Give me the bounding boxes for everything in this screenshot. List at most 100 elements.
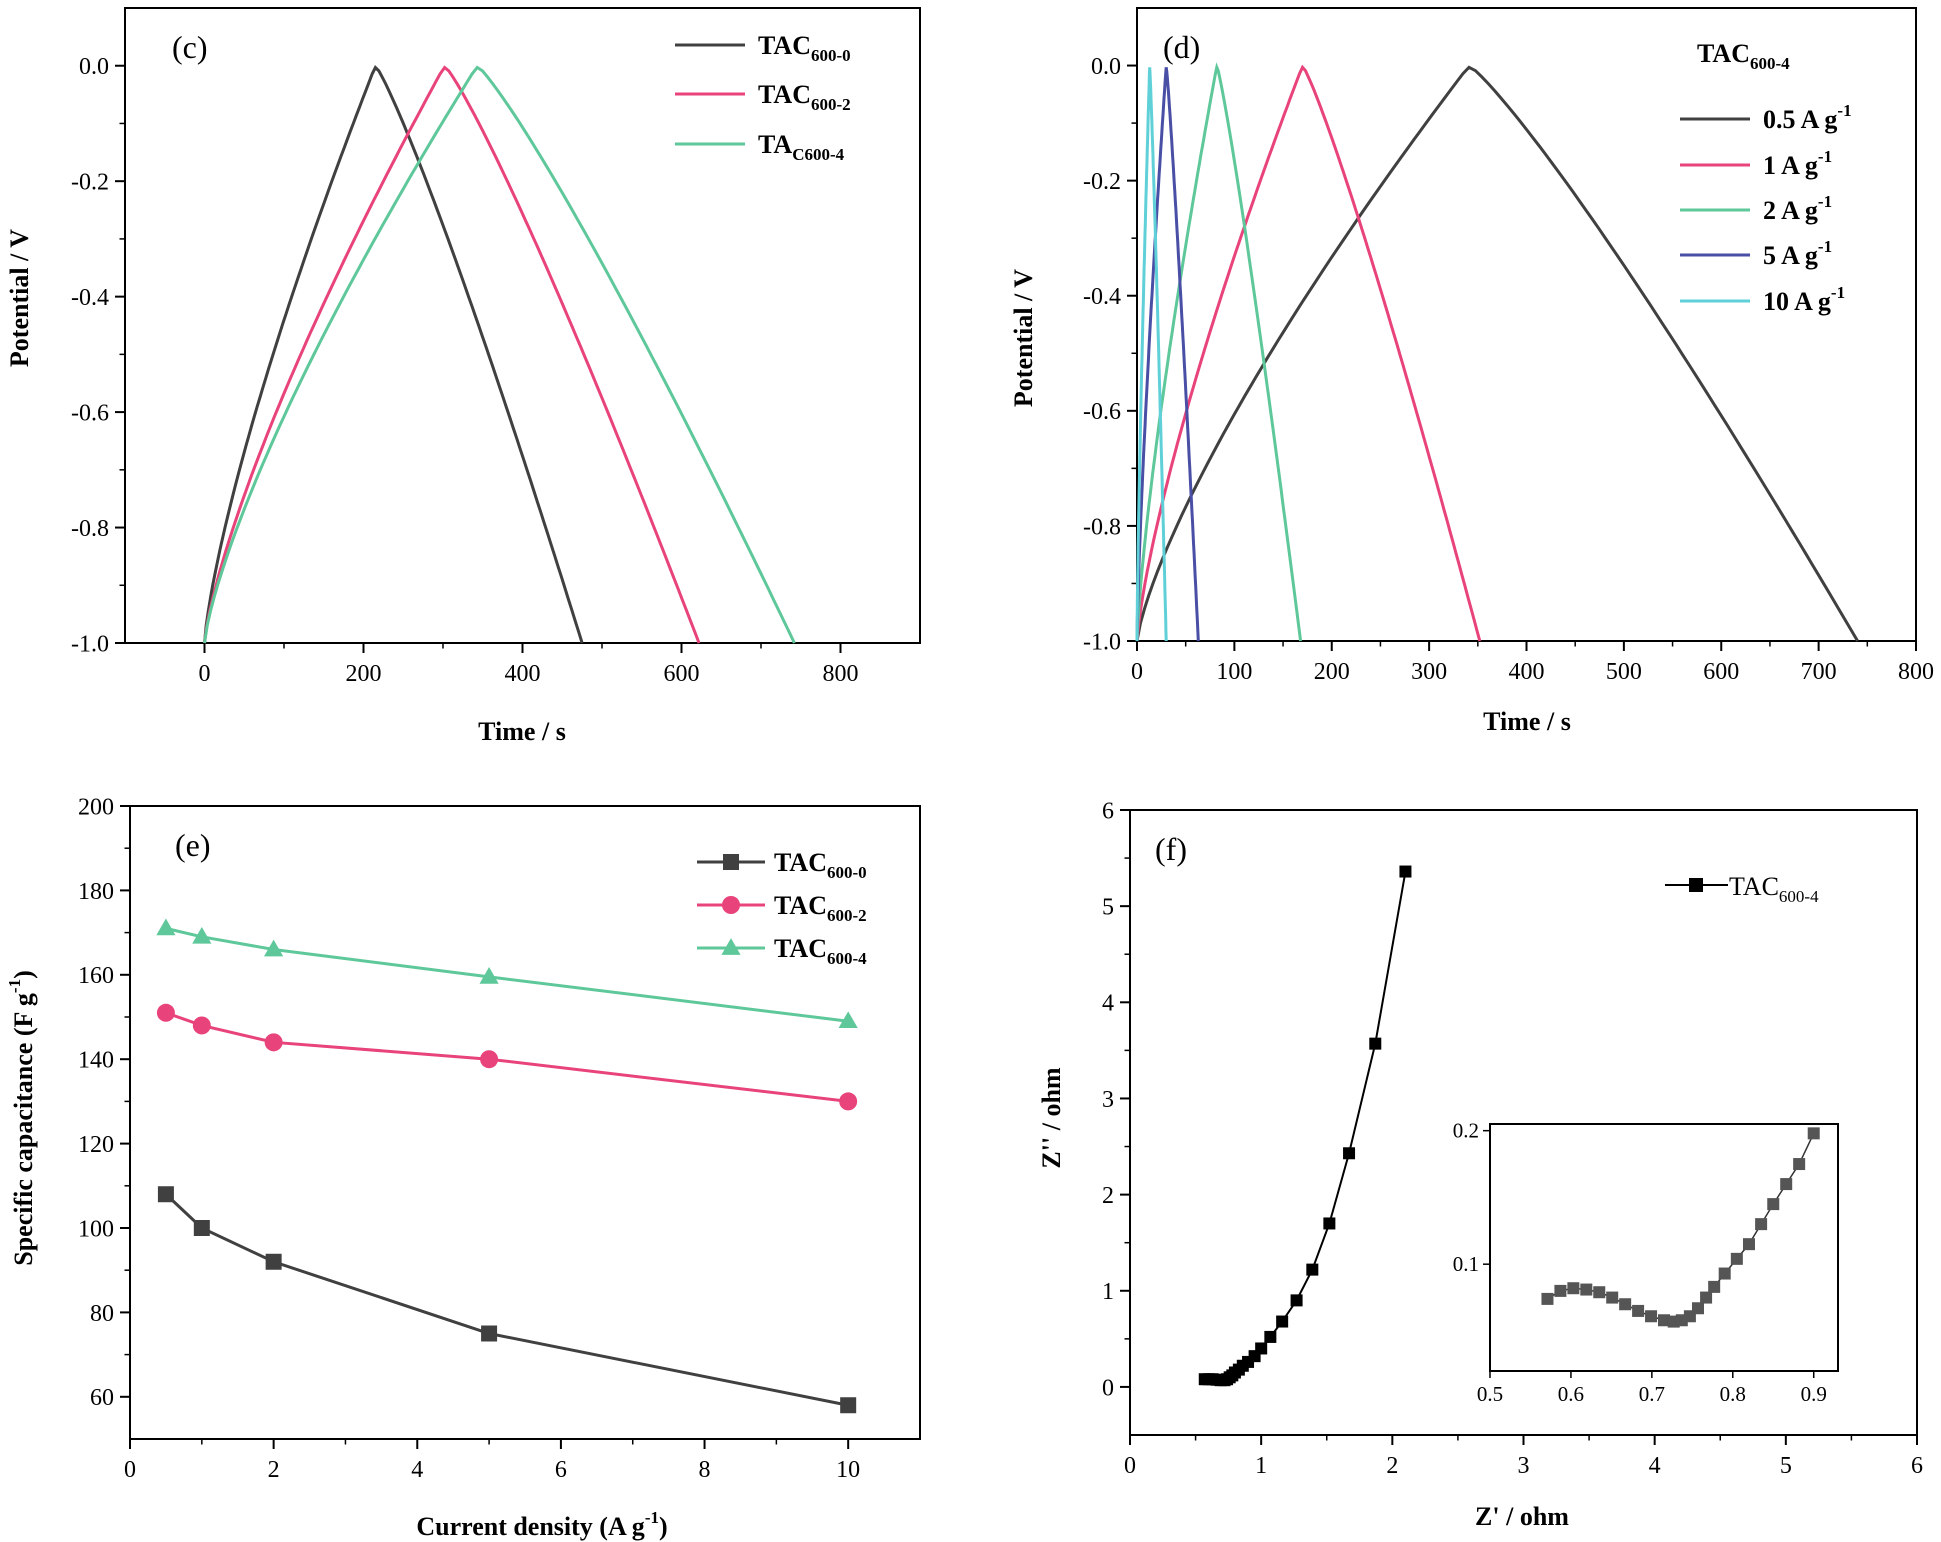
panel-f-inset-point-21 xyxy=(1780,1178,1793,1191)
panel-f-inset-point-5 xyxy=(1606,1291,1619,1304)
panel-f-inset-point-15 xyxy=(1708,1280,1721,1293)
panel-e-series-line-0 xyxy=(164,1193,849,1407)
panel-f-ticks: 0 1 2 3 4 5 6 0 1 2 3 4 5 6 xyxy=(1102,798,1923,1479)
panel-f-y-tick-label: 1 xyxy=(1102,1279,1114,1305)
panel-f-inset-y-tick-label: 0.2 xyxy=(1453,1119,1479,1143)
panel-f-x-tick-label: 4 xyxy=(1649,1453,1661,1479)
panel-c-y-tick-label: -0.2 xyxy=(71,170,109,196)
panel-f-inset-x-tick-label: 0.6 xyxy=(1558,1382,1584,1406)
panel-f-series-line xyxy=(1204,871,1407,1382)
panel-c-series xyxy=(203,64,796,644)
panel-c-legend: TAC600-0 TAC600-2 TAC600-4 xyxy=(675,31,851,164)
panel-c-y-tick-label: -1.0 xyxy=(71,631,109,657)
panel-c-legend-label-tac600-0: TAC600-0 xyxy=(758,31,851,65)
panel-c-y-tick-label: 0.0 xyxy=(79,54,109,80)
panel-d-y-tick-label: -1.0 xyxy=(1083,629,1121,655)
panel-d-x-tick-label: 800 xyxy=(1898,659,1934,685)
panel-f-point-16 xyxy=(1276,1315,1289,1328)
panel-d-y-tick-label: -0.4 xyxy=(1083,284,1121,310)
panel-f-inset-series xyxy=(1541,1127,1820,1328)
panel-f-y-tick-label: 3 xyxy=(1102,1087,1114,1113)
panel-f-label: (f) xyxy=(1155,831,1187,867)
panel-e-point-2-2 xyxy=(264,939,284,957)
panel-f-series xyxy=(1198,865,1412,1387)
panel-e-point-1-3 xyxy=(480,1050,499,1069)
panel-c-x-tick-label: 200 xyxy=(346,661,382,687)
panel-f-x-tick-label: 1 xyxy=(1255,1453,1267,1479)
panel-f-x-tick-label: 6 xyxy=(1911,1453,1923,1479)
panel-f-x-tick-label: 3 xyxy=(1518,1453,1530,1479)
panel-d-series-line-4 xyxy=(1135,67,1168,642)
panel-e-point-0-3 xyxy=(481,1325,498,1342)
panel-f-y-tick-label: 5 xyxy=(1102,895,1114,921)
panel-e-series-line-2 xyxy=(165,926,849,1023)
panel-c-x-axis-label: Time / s xyxy=(478,717,566,746)
panel-f-inset-point-4 xyxy=(1593,1286,1606,1299)
panel-d-legend-label-5: 5 A g-1 xyxy=(1763,237,1832,270)
panel-e-legend: TAC600-0 TAC600-2 TAC600-4 xyxy=(697,848,867,968)
panel-f-inset-point-8 xyxy=(1645,1310,1658,1323)
panel-c-series-line-0 xyxy=(203,64,584,644)
panel-c-legend-label-tac600-4: TAC600-4 xyxy=(758,130,845,164)
panel-f-inset-point-3 xyxy=(1580,1283,1593,1296)
panel-e-legend-marker-tac600-4 xyxy=(697,938,765,955)
panel-e-y-tick-label: 100 xyxy=(78,1216,114,1242)
panel-f-point-15 xyxy=(1264,1330,1277,1343)
panel-e-series-line-1 xyxy=(165,1011,849,1103)
panel-f-x-tick-label: 2 xyxy=(1386,1453,1398,1479)
panel-f-inset-point-1 xyxy=(1554,1284,1567,1297)
panel-f-inset-x-tick-label: 0.9 xyxy=(1801,1382,1827,1406)
panel-f-inset-point-17 xyxy=(1730,1252,1743,1265)
panel-f-x-tick-label: 5 xyxy=(1780,1453,1792,1479)
panel-d-legend-label-2: 2 A g-1 xyxy=(1763,192,1832,225)
panel-d-y-tick-label: -0.6 xyxy=(1083,399,1121,425)
panel-f-y-tick-label: 2 xyxy=(1102,1183,1114,1209)
panel-e-chart: 0 2 4 6 8 10 60 80 100 120 140 160 180 200 (e) Curren… xyxy=(5,794,921,1541)
panel-f-legend: TAC600-4 xyxy=(1665,872,1819,906)
panel-e-x-tick-label: 2 xyxy=(268,1457,280,1483)
panel-f-inset-point-20 xyxy=(1767,1198,1780,1211)
panel-e-point-1-2 xyxy=(264,1033,283,1052)
panel-e-y-tick-label: 200 xyxy=(78,794,114,820)
panel-c-y-tick-label: -0.4 xyxy=(71,285,109,311)
panel-f-inset-y-tick-label: 0.1 xyxy=(1453,1252,1479,1276)
panel-c-series-line-1 xyxy=(203,65,701,644)
panel-d-y-tick-label: 0.0 xyxy=(1091,54,1121,80)
panel-d-legend-label-0.5: 0.5 A g-1 xyxy=(1763,101,1852,134)
panel-e-x-axis-label: Current density (A g-1) xyxy=(416,1508,667,1541)
panel-d-x-tick-label: 200 xyxy=(1314,659,1350,685)
panel-f-point-21 xyxy=(1369,1037,1382,1050)
panel-f-inset-point-9 xyxy=(1658,1314,1670,1327)
panel-f-inset-ticks: 0.5 0.6 0.7 0.8 0.9 0.1 0.2 xyxy=(1453,1119,1827,1406)
panel-f-point-18 xyxy=(1306,1263,1319,1276)
panel-e-y-tick-label: 160 xyxy=(78,963,114,989)
panel-f-inset-point-14 xyxy=(1700,1291,1713,1304)
panel-d-x-tick-label: 700 xyxy=(1801,659,1837,685)
panel-f-x-axis-label: Z' / ohm xyxy=(1475,1502,1569,1531)
panel-c-x-tick-label: 400 xyxy=(505,661,541,687)
panel-d-x-tick-label: 600 xyxy=(1703,659,1739,685)
panel-e-series xyxy=(156,918,858,1414)
panel-d-legend-label-10: 10 A g-1 xyxy=(1763,283,1845,316)
panel-c-legend-label-tac600-2: TAC600-2 xyxy=(758,80,851,114)
panel-e-point-1-1 xyxy=(192,1016,211,1035)
panel-d-y-tick-label: -0.8 xyxy=(1083,514,1121,540)
panel-f-inset-frame xyxy=(1489,1123,1839,1372)
panel-c-series-line-2 xyxy=(203,65,796,644)
panel-d-legend: TAC600-4 0.5 A g-1 1 A g-1 2 A g-1 5 A g… xyxy=(1680,39,1852,316)
panel-e-point-2-0 xyxy=(156,918,176,936)
panel-d-y-tick-label: -0.2 xyxy=(1083,169,1121,195)
panel-e-x-tick-label: 6 xyxy=(555,1457,567,1483)
panel-d-chart: 0 100 200 300 400 500 600 700 800 -1.0 -0.8 -0.6 -0.… xyxy=(1009,7,1934,736)
panel-e-point-2-1 xyxy=(192,926,212,944)
panel-e-legend-symbol-0 xyxy=(723,854,739,870)
panel-d-x-tick-label: 300 xyxy=(1411,659,1447,685)
panel-d-legend-label-1: 1 A g-1 xyxy=(1763,147,1832,180)
panel-e-legend-label-tac600-0: TAC600-0 xyxy=(774,848,867,882)
panel-d-plot-frame xyxy=(1136,7,1917,642)
panel-e-legend-label-tac600-2: TAC600-2 xyxy=(774,891,867,925)
panel-f-inset-point-6 xyxy=(1619,1298,1632,1311)
panel-f-point-22 xyxy=(1399,865,1412,878)
panel-f-inset-point-19 xyxy=(1755,1218,1768,1231)
